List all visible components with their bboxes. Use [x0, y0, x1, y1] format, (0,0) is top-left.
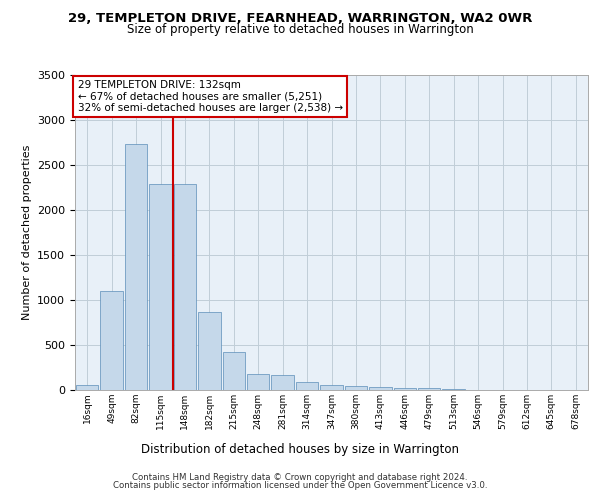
- Text: Size of property relative to detached houses in Warrington: Size of property relative to detached ho…: [127, 22, 473, 36]
- Bar: [271, 375, 294, 390]
- Bar: [76, 384, 98, 390]
- Bar: [418, 388, 440, 390]
- Bar: [344, 386, 367, 390]
- Bar: [125, 144, 148, 390]
- Bar: [296, 382, 319, 390]
- Text: 29 TEMPLETON DRIVE: 132sqm
← 67% of detached houses are smaller (5,251)
32% of s: 29 TEMPLETON DRIVE: 132sqm ← 67% of deta…: [77, 80, 343, 113]
- Text: 29, TEMPLETON DRIVE, FEARNHEAD, WARRINGTON, WA2 0WR: 29, TEMPLETON DRIVE, FEARNHEAD, WARRINGT…: [68, 12, 532, 26]
- Y-axis label: Number of detached properties: Number of detached properties: [22, 145, 32, 320]
- Bar: [223, 352, 245, 390]
- Bar: [247, 374, 269, 390]
- Bar: [198, 312, 221, 390]
- Bar: [442, 389, 465, 390]
- Bar: [394, 388, 416, 390]
- Bar: [173, 184, 196, 390]
- Bar: [320, 385, 343, 390]
- Bar: [369, 388, 392, 390]
- Bar: [149, 184, 172, 390]
- Text: Distribution of detached houses by size in Warrington: Distribution of detached houses by size …: [141, 442, 459, 456]
- Text: Contains HM Land Registry data © Crown copyright and database right 2024.: Contains HM Land Registry data © Crown c…: [132, 472, 468, 482]
- Bar: [100, 291, 123, 390]
- Text: Contains public sector information licensed under the Open Government Licence v3: Contains public sector information licen…: [113, 481, 487, 490]
